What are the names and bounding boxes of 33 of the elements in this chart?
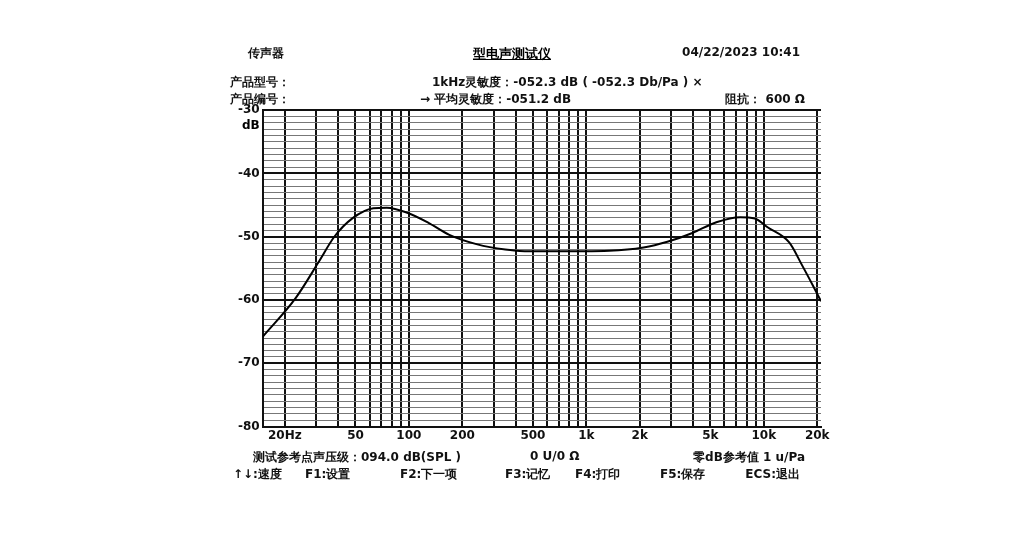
text: 产品型号： [230, 74, 290, 91]
text: F1:设置 [305, 466, 351, 483]
x-tick-label: 1k [578, 427, 596, 442]
x-tick-label: 200 [449, 427, 475, 442]
y-tick-label: -80 [237, 418, 260, 433]
y-tick-label: -50 [237, 228, 260, 243]
chart-title: 型电声测试仪 [473, 46, 551, 61]
x-tick-label: 50 [347, 427, 364, 442]
x-tick-label: 20k [804, 427, 831, 442]
text: 阻抗： 600 Ω [725, 91, 805, 108]
text: 传声器 [248, 45, 284, 62]
y-tick-label: -40 [237, 165, 260, 180]
text: → 平均灵敏度：-051.2 dB [420, 91, 572, 108]
text: 0 U/0 Ω [530, 449, 580, 463]
text: F5:保存 [660, 466, 706, 483]
y-tick-label: -60 [237, 292, 260, 307]
text: F3:记忆 [505, 466, 551, 483]
x-tick-label: 2k [631, 427, 649, 442]
text: 04/22/2023 10:41 [682, 45, 800, 59]
y-tick-label: -70 [237, 355, 260, 370]
x-tick-label: 500 [520, 427, 546, 442]
x-tick-label: 20Hz [267, 427, 302, 442]
text: 零dB参考值 1 u/Pa [693, 449, 805, 466]
text: F2:下一项 [400, 466, 458, 483]
x-tick-label: 5k [702, 427, 720, 442]
text: 1kHz灵敏度：-052.3 dB ( -052.3 Db/Pa ) × [432, 74, 703, 91]
text: 测试参考点声压级：094.0 dB(SPL ) [253, 449, 462, 466]
y-axis-title: dB [241, 118, 261, 132]
text: ↑↓:速度 [233, 466, 282, 483]
x-tick-label: 10k [751, 427, 778, 442]
x-tick-label: 100 [396, 427, 422, 442]
text: F4:打印 [575, 466, 621, 483]
text: ECS:退出 [745, 466, 800, 483]
